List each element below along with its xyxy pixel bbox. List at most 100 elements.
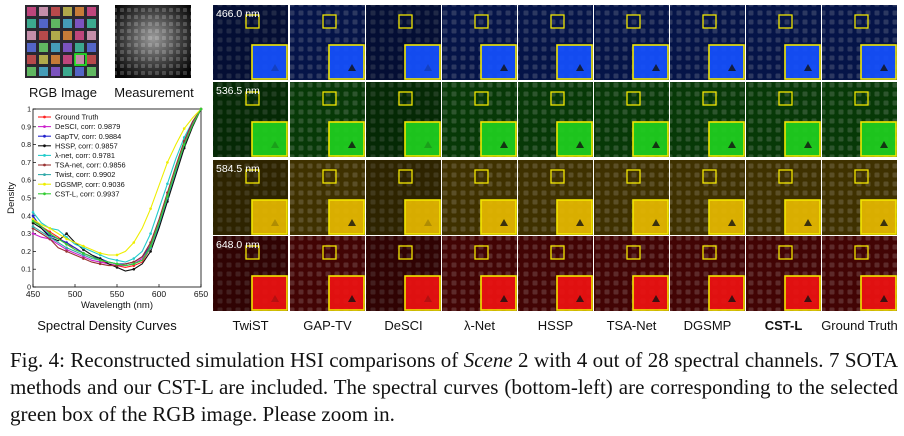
zoom-inset-frame [480,44,517,80]
zoom-inset-detail [424,295,432,302]
rgb-image-background [25,5,99,78]
zoom-inset [481,45,516,79]
small-highlight-box [245,169,260,184]
small-highlight-box [854,245,869,260]
small-highlight-box [245,245,260,260]
zoom-inset-frame [632,275,669,311]
zoom-inset-detail [728,141,736,148]
zoom-inset-frame [480,121,517,157]
legend-marker [43,134,46,138]
x-tick-label: 600 [152,289,166,299]
rgb-image [25,5,99,78]
zoom-inset-detail [804,219,812,226]
small-highlight-box [322,245,337,260]
method-label: DGSMP [684,318,732,333]
zoom-inset-detail [348,295,356,302]
zoom-inset-detail [652,295,660,302]
rgb-tile [87,67,96,76]
legend-marker [43,182,46,186]
series-point-λ-net [65,235,68,239]
series-point-HSSP [65,232,68,235]
zoom-inset [252,122,287,156]
zoom-inset-frame [251,275,288,311]
zoom-inset-frame [784,44,821,80]
series-point-TSA-net [132,260,136,264]
measurement-panel: Measurement [114,5,194,100]
series-point-λ-net [31,210,35,214]
zoom-inset-frame [328,275,365,311]
result-cell-r3-c7 [746,236,821,311]
zoom-inset [709,200,744,234]
zoom-inset [557,200,592,234]
result-cell-r0-c5 [594,5,669,80]
result-cell-r3-c1 [290,236,365,311]
small-highlight-box [245,14,260,29]
zoom-inset-detail [728,64,736,71]
zoom-inset-detail [880,141,888,148]
x-tick-label: 500 [68,289,82,299]
series-point-DGSMP [132,241,136,244]
series-point-λ-net [166,182,169,186]
zoom-inset-detail [348,219,356,226]
result-cell-r3-c4 [518,236,593,311]
series-point-DGSMP [48,226,52,230]
small-highlight-box [854,14,869,29]
measurement-texture [115,5,191,78]
zoom-inset-frame [632,121,669,157]
rgb-tile [63,19,72,28]
zoom-inset-detail [500,295,508,302]
zoom-inset [252,276,287,310]
result-cell-r2-c3 [442,160,517,235]
zoom-inset-frame [556,44,593,80]
series-point-CST-L [182,143,186,146]
small-highlight-box [702,169,717,184]
series-point-HSSP [149,250,152,253]
zoom-inset-detail [271,141,279,148]
rgb-tile [63,31,72,40]
zoom-inset-frame [404,199,441,235]
small-highlight-box [474,91,489,106]
rgb-tile [75,67,84,76]
zoom-inset-detail [652,64,660,71]
zoom-inset-frame [251,121,288,157]
legend-entry: DeSCI, corr: 0.9879 [55,122,120,131]
small-highlight-box [550,91,565,106]
small-highlight-box [474,14,489,29]
zoom-inset-frame [328,199,365,235]
rgb-tile [87,7,96,16]
small-highlight-box [778,91,793,106]
rgb-tile [27,19,36,28]
method-labels: TwiST GAP-TV DeSCI λ-Net HSSP TSA-Net DGSMP CST… [232,318,897,333]
zoom-inset-detail [804,64,812,71]
result-cell-r1-c8 [822,82,897,157]
zoom-inset-detail [500,141,508,148]
result-cell-r0-c2 [366,5,441,80]
zoom-inset [861,200,896,234]
rgb-tile [75,7,84,16]
y-tick-label: 1 [27,107,31,114]
rgb-tile [51,19,60,28]
series-point-λ-net [98,253,102,257]
zoom-inset [405,200,440,234]
rgb-tile [51,55,60,64]
rgb-image-label: RGB Image [29,85,97,100]
zoom-inset-detail [728,219,736,226]
zoom-inset-frame [708,121,745,157]
result-cell-r3-c3 [442,236,517,311]
result-cell-r3-c5 [594,236,669,311]
zoom-inset [329,200,364,234]
zoom-inset [481,200,516,234]
legend-entry: GapTV, corr: 0.9884 [55,132,121,141]
zoom-inset-frame [784,275,821,311]
rgb-tile [27,7,36,16]
series-point-HSSP [82,248,85,251]
result-cell-r1-c1 [290,82,365,157]
rgb-tile [39,55,48,64]
zoom-inset-detail [271,295,279,302]
series-point-TSA-net [115,264,119,267]
zoom-inset [785,45,820,79]
rgb-tile [87,19,96,28]
legend-marker [43,154,46,157]
result-cell-r0-c6 [670,5,745,80]
rgb-tile [87,43,96,52]
